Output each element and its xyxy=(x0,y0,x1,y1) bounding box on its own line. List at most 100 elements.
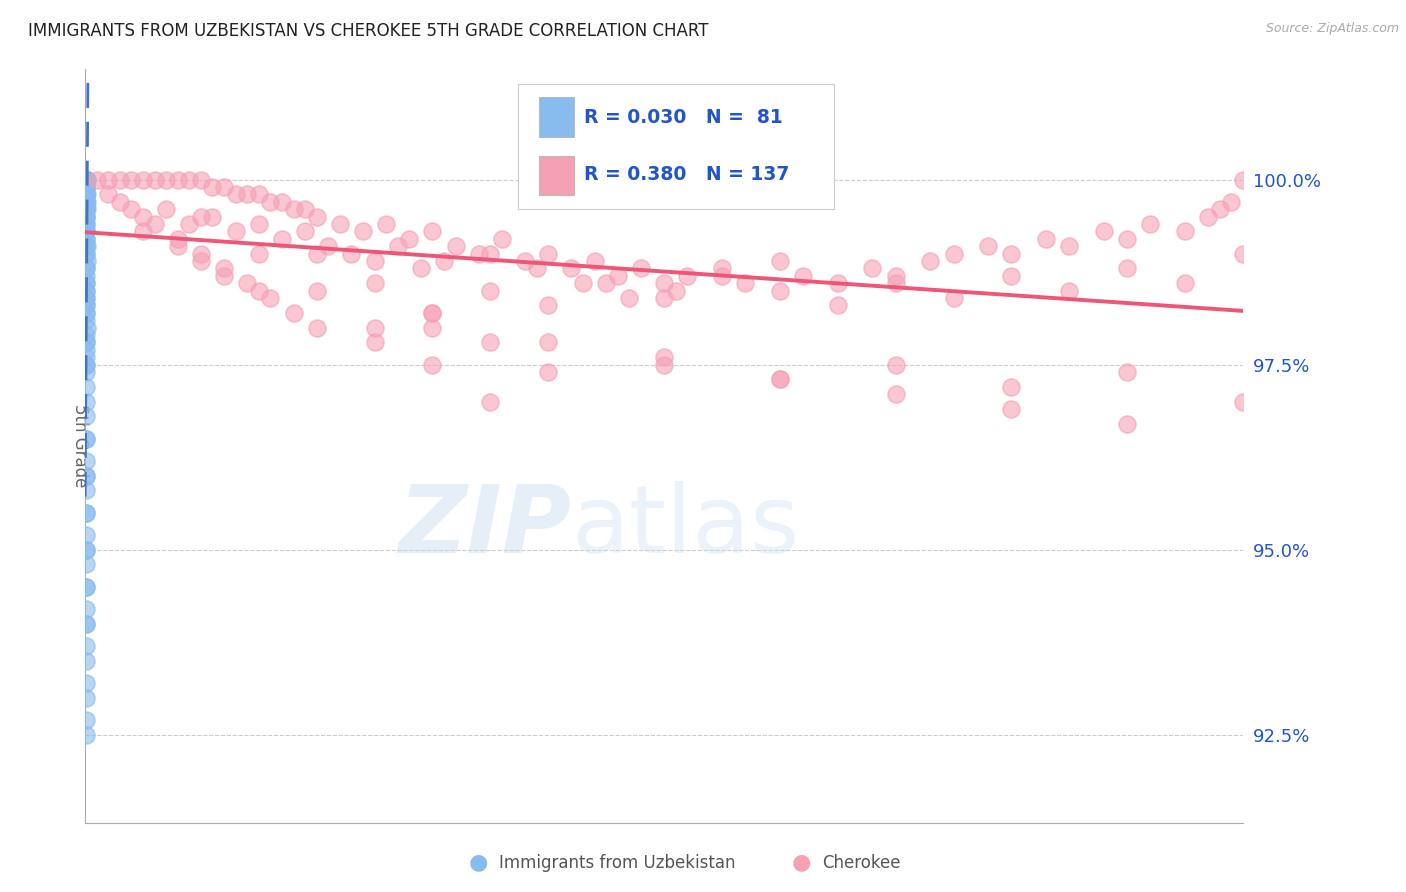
Point xyxy=(76,202,98,216)
Point xyxy=(75,276,97,290)
Point xyxy=(1059,284,1081,298)
Point xyxy=(409,261,432,276)
Point xyxy=(676,268,699,283)
Point xyxy=(75,690,97,705)
Point xyxy=(792,268,814,283)
Point xyxy=(363,254,385,268)
Point xyxy=(583,254,606,268)
Point xyxy=(155,202,177,216)
Point xyxy=(259,291,281,305)
Point xyxy=(75,276,97,290)
Text: ●: ● xyxy=(792,853,811,872)
Point xyxy=(537,298,560,312)
Point xyxy=(422,320,444,334)
Point xyxy=(769,372,792,386)
Point xyxy=(479,335,502,350)
Point xyxy=(132,172,155,186)
Point xyxy=(537,246,560,260)
Point xyxy=(294,224,316,238)
Point xyxy=(132,210,155,224)
Point xyxy=(827,298,849,312)
Text: IMMIGRANTS FROM UZBEKISTAN VS CHEROKEE 5TH GRADE CORRELATION CHART: IMMIGRANTS FROM UZBEKISTAN VS CHEROKEE 5… xyxy=(28,22,709,40)
Point xyxy=(76,239,98,253)
Point xyxy=(247,217,270,231)
Point xyxy=(652,350,675,364)
Point xyxy=(340,246,363,260)
Point xyxy=(120,202,142,216)
Point xyxy=(75,506,97,520)
Point xyxy=(75,172,97,186)
Point xyxy=(479,394,502,409)
Point xyxy=(132,224,155,238)
Point xyxy=(920,254,942,268)
Point xyxy=(75,217,97,231)
Point xyxy=(398,232,420,246)
Point xyxy=(560,261,582,276)
Point xyxy=(316,239,339,253)
Point xyxy=(247,187,270,202)
Point xyxy=(75,335,97,350)
Point xyxy=(363,320,385,334)
Point xyxy=(75,580,97,594)
Point xyxy=(75,261,97,276)
Point xyxy=(1209,202,1232,216)
Point xyxy=(76,254,98,268)
Point xyxy=(201,210,224,224)
Point xyxy=(283,306,305,320)
Point xyxy=(75,224,97,238)
Text: atlas: atlas xyxy=(571,482,800,574)
Point xyxy=(108,194,131,209)
Point xyxy=(710,261,733,276)
Point xyxy=(75,313,97,327)
Point xyxy=(75,432,97,446)
Point xyxy=(75,306,97,320)
Point xyxy=(363,276,385,290)
Point xyxy=(305,320,328,334)
Point xyxy=(422,358,444,372)
Point xyxy=(166,232,188,246)
Point xyxy=(75,328,97,343)
Point xyxy=(363,335,385,350)
Text: Cherokee: Cherokee xyxy=(823,855,901,872)
Point xyxy=(75,528,97,542)
Point xyxy=(166,239,188,253)
Point xyxy=(75,187,97,202)
Point xyxy=(1116,261,1139,276)
Point xyxy=(75,268,97,283)
Point xyxy=(75,542,97,557)
Point xyxy=(75,284,97,298)
Point xyxy=(190,210,212,224)
Point xyxy=(97,172,120,186)
Point xyxy=(75,202,97,216)
Point xyxy=(225,224,247,238)
Point xyxy=(479,284,502,298)
Point xyxy=(75,558,97,572)
Point xyxy=(526,261,548,276)
Point xyxy=(1035,232,1057,246)
Point xyxy=(294,202,316,216)
Point xyxy=(75,616,97,631)
Point xyxy=(75,676,97,690)
Y-axis label: 5th Grade: 5th Grade xyxy=(72,404,89,488)
Point xyxy=(769,372,792,386)
Point xyxy=(75,728,97,742)
Point xyxy=(75,210,97,224)
Point xyxy=(97,187,120,202)
Text: Source: ZipAtlas.com: Source: ZipAtlas.com xyxy=(1265,22,1399,36)
Point xyxy=(75,180,97,194)
Point xyxy=(75,654,97,668)
Point xyxy=(1232,246,1254,260)
Point xyxy=(75,224,97,238)
Point xyxy=(76,172,98,186)
Point xyxy=(1174,224,1197,238)
Point xyxy=(75,298,97,312)
Point xyxy=(75,350,97,364)
Point xyxy=(75,246,97,260)
Point xyxy=(652,291,675,305)
Point xyxy=(1059,239,1081,253)
Point xyxy=(75,172,97,186)
Point xyxy=(75,602,97,616)
Point xyxy=(86,172,108,186)
Point xyxy=(75,358,97,372)
Point xyxy=(75,291,97,305)
